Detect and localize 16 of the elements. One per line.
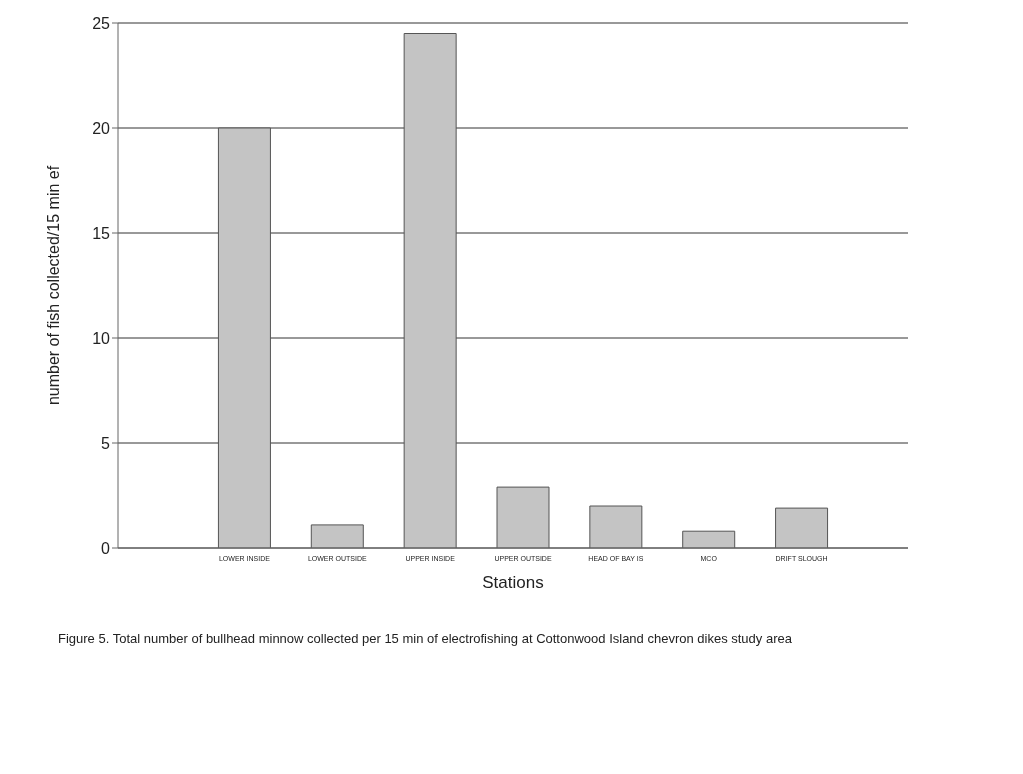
y-tick-label: 5 [101, 434, 111, 452]
y-tick-label: 15 [92, 224, 111, 242]
bar [682, 530, 736, 548]
x-axis-title: Stations [482, 573, 544, 592]
y-tick-label: 20 [92, 119, 111, 137]
bar [589, 505, 643, 548]
y-axis-title: number of fish collected/15 min ef [44, 165, 62, 406]
y-tick-label: 25 [92, 14, 111, 32]
bar [310, 524, 364, 548]
y-tick-label: 10 [92, 329, 111, 347]
y-tick-label: 0 [101, 539, 111, 557]
bar [496, 486, 550, 548]
bar [775, 507, 829, 548]
bar [403, 33, 457, 548]
caption: Figure 5. Total number of bullhead minnow collected per 15 min of electrofishing at Cottonwood Island chevron dikes study area [58, 630, 793, 648]
bar [217, 127, 271, 548]
